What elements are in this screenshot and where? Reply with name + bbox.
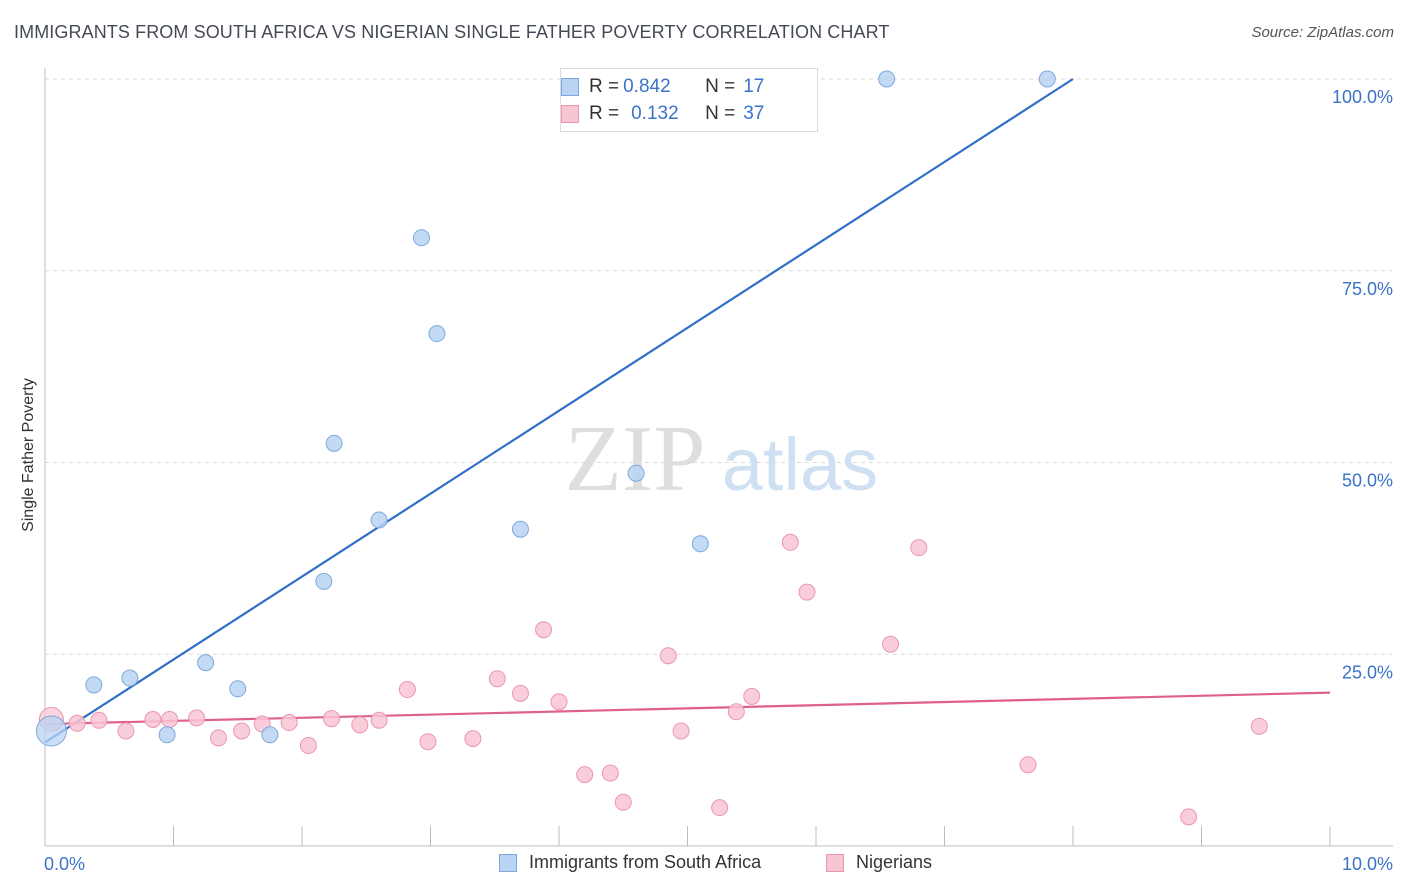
stats-legend: R = 0.842 N = 17 R = 0.132 N = 37	[560, 68, 818, 132]
point-nigerians	[299, 737, 317, 755]
point-nigerians	[614, 793, 632, 811]
source-credit: Source: ZipAtlas.com	[1251, 24, 1394, 41]
point-nigerians	[323, 710, 341, 728]
point-nigerians	[488, 670, 506, 688]
y-tick-label: 50.0%	[1342, 471, 1393, 491]
legend-label-south-africa: Immigrants from South Africa	[529, 852, 762, 872]
point-south-africa	[158, 726, 176, 744]
legend-label-nigerians: Nigerians	[856, 852, 933, 872]
point-nigerians	[209, 729, 227, 747]
x-tick-label: 0.0%	[44, 854, 85, 874]
point-nigerians	[90, 711, 108, 729]
point-nigerians	[659, 647, 677, 665]
watermark-atlas: atlas	[722, 423, 878, 506]
point-nigerians	[535, 621, 553, 639]
r-label: R =	[589, 103, 620, 124]
point-south-africa	[197, 654, 215, 672]
blue-swatch	[561, 78, 579, 96]
point-nigerians	[351, 716, 369, 734]
trend-line-south-africa	[44, 78, 1074, 744]
point-nigerians	[1180, 808, 1198, 826]
point-nigerians	[398, 681, 416, 699]
point-nigerians	[601, 764, 619, 782]
stats-row-nigerians: R = 0.132 N = 37	[561, 102, 765, 126]
legend-swatch-pink	[826, 853, 844, 872]
point-nigerians	[511, 684, 529, 702]
point-south-africa	[325, 434, 343, 452]
tick-labels: 25.0% 50.0% 75.0% 100.0% 0.0% 10.0%	[44, 87, 1393, 874]
point-nigerians	[117, 722, 135, 740]
y-tick-label: 25.0%	[1342, 662, 1393, 682]
point-south-africa	[229, 680, 247, 698]
point-south-africa	[428, 325, 446, 343]
legend-swatch-blue	[499, 853, 517, 872]
point-nigerians	[576, 766, 594, 784]
point-south-africa	[627, 464, 645, 482]
point-south-africa	[35, 715, 67, 747]
point-nigerians	[798, 583, 816, 601]
point-south-africa	[511, 520, 529, 538]
chart-title: IMMIGRANTS FROM SOUTH AFRICA VS NIGERIAN…	[14, 22, 890, 42]
n-value: 17	[743, 76, 765, 97]
point-nigerians	[781, 533, 799, 551]
r-label: R =	[589, 76, 620, 97]
point-nigerians	[743, 687, 761, 705]
point-nigerians	[233, 722, 251, 740]
y-tick-label: 100.0%	[1332, 87, 1393, 107]
trend-line-nigerians	[44, 691, 1331, 726]
point-nigerians	[1019, 756, 1037, 774]
point-south-africa	[261, 726, 279, 744]
grid-lines	[45, 78, 1392, 655]
point-nigerians	[370, 711, 388, 729]
watermark-zip: ZIP	[565, 407, 706, 511]
pink-swatch	[561, 105, 579, 123]
legend-item-south-africa: Immigrants from South Africa	[499, 852, 761, 873]
point-nigerians	[727, 703, 745, 721]
point-south-africa	[85, 676, 103, 694]
point-nigerians	[188, 709, 206, 727]
watermark: ZIP atlas	[565, 407, 879, 511]
point-nigerians	[1250, 717, 1268, 735]
data-points	[35, 70, 1268, 826]
n-label: N =	[705, 76, 736, 97]
point-nigerians	[68, 714, 86, 732]
point-nigerians	[672, 722, 690, 740]
legend-item-nigerians: Nigerians	[826, 852, 932, 873]
stats-row-south-africa: R = 0.842 N = 17	[561, 75, 765, 99]
point-south-africa	[315, 572, 333, 590]
point-nigerians	[419, 733, 437, 751]
point-nigerians	[550, 693, 568, 711]
n-value: 37	[743, 103, 765, 124]
point-south-africa	[1038, 70, 1056, 88]
axes	[44, 68, 1393, 847]
r-value: 0.842	[623, 76, 671, 97]
point-nigerians	[882, 635, 900, 653]
point-nigerians	[711, 799, 729, 817]
n-label: N =	[705, 103, 736, 124]
point-south-africa	[413, 229, 431, 247]
y-tick-label: 75.0%	[1342, 279, 1393, 299]
point-south-africa	[878, 70, 896, 88]
point-nigerians	[144, 710, 162, 728]
x-tick-label: 10.0%	[1342, 854, 1393, 874]
point-south-africa	[121, 669, 139, 687]
point-nigerians	[910, 539, 928, 557]
point-nigerians	[161, 710, 179, 728]
point-south-africa	[691, 535, 709, 553]
point-nigerians	[280, 714, 298, 732]
point-south-africa	[370, 511, 388, 529]
r-value: 0.132	[631, 103, 679, 124]
point-nigerians	[464, 730, 482, 748]
